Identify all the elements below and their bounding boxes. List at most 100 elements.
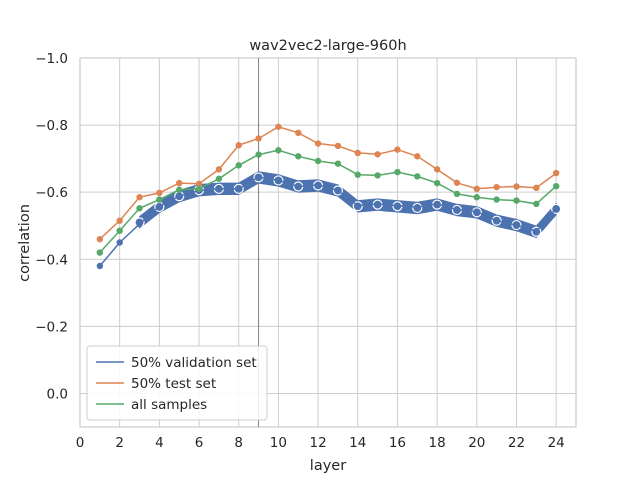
data-point: [533, 184, 540, 192]
data-point: [473, 194, 480, 201]
plot-area-border: [79, 57, 577, 428]
y-tick-label: −0.4: [35, 252, 68, 268]
data-point: [96, 249, 104, 256]
data-point: [354, 171, 361, 178]
x-tick-label: 10: [270, 435, 287, 451]
data-point: [433, 179, 441, 187]
data-point: [275, 177, 282, 184]
data-point: [275, 147, 282, 154]
x-tick-label: 2: [115, 435, 124, 451]
x-tick-label: 6: [195, 435, 204, 451]
data-point: [156, 196, 163, 203]
data-point: [195, 180, 203, 187]
data-point: [414, 153, 421, 160]
plot-frame: [79, 57, 577, 428]
data-point: [414, 173, 421, 180]
x-tick-label: 12: [309, 435, 326, 451]
data-point: [334, 187, 342, 194]
data-point: [156, 203, 163, 210]
data-point: [136, 194, 143, 201]
data-point: [176, 186, 183, 194]
data-point: [275, 123, 282, 130]
data-point: [354, 149, 361, 157]
data-point: [334, 160, 342, 167]
data-point: [255, 173, 262, 181]
x-tick-label: 14: [349, 435, 366, 451]
data-point: [493, 196, 500, 203]
data-point: [116, 217, 123, 224]
y-tick-label: 0.0: [47, 386, 68, 402]
data-point: [374, 151, 381, 158]
data-point: [473, 185, 480, 193]
data-point: [414, 204, 421, 211]
data-point: [136, 205, 143, 212]
data-point: [176, 193, 183, 200]
data-point: [374, 200, 381, 208]
x-tick-label: 8: [234, 435, 243, 451]
y-tick-labels: −1.0 −0.8 −0.6 −0.4 −0.2 0.0: [35, 51, 68, 402]
data-point: [394, 168, 401, 176]
data-point: [493, 217, 500, 224]
series-lines: [96, 123, 560, 270]
data-point: [433, 166, 441, 173]
data-point: [473, 208, 480, 215]
data-point: [295, 183, 302, 190]
data-point: [453, 190, 461, 198]
data-point: [255, 135, 262, 142]
x-tick-label: 0: [76, 435, 85, 451]
y-tick-label: −0.6: [35, 185, 68, 201]
data-point: [314, 181, 322, 189]
series-line-1: [99, 125, 557, 240]
data-point: [176, 179, 183, 187]
x-tick-label: 16: [389, 435, 406, 451]
data-point: [314, 140, 322, 147]
data-point: [453, 179, 461, 186]
x-tick-label: 4: [155, 435, 164, 451]
data-point: [513, 221, 520, 229]
data-point: [513, 183, 520, 190]
data-point: [493, 183, 500, 191]
y-tick-label: −1.0: [35, 51, 68, 67]
y-tick-label: −0.2: [35, 319, 68, 335]
x-tick-labels: 0 2 4 6 8 10 12 14 16 18 20 22 24: [76, 435, 565, 451]
series-line-0: [99, 176, 557, 267]
data-point: [513, 197, 520, 204]
x-tick-label: 18: [429, 435, 446, 451]
data-point: [533, 228, 540, 235]
legend-label: all samples: [131, 397, 207, 413]
data-point: [116, 239, 123, 246]
legend: 50% validation set 50% test set all sample…: [86, 345, 268, 421]
y-axis-label: correlation: [17, 204, 33, 282]
legend-box: [86, 345, 268, 421]
data-point: [215, 175, 223, 182]
data-point: [195, 185, 203, 193]
legend-label: 50% validation set: [131, 355, 257, 371]
data-point: [433, 200, 441, 208]
data-point: [453, 206, 461, 213]
legend-items: 50% validation set 50% test set all sample…: [96, 355, 257, 413]
data-point: [215, 185, 223, 193]
data-point: [156, 189, 163, 197]
data-point: [334, 142, 342, 150]
data-point: [96, 262, 104, 270]
data-point: [354, 202, 361, 209]
data-point: [394, 202, 401, 209]
data-point: [235, 162, 242, 169]
x-tick-label: 20: [468, 435, 485, 451]
x-tick-label: 24: [548, 435, 565, 451]
data-point: [215, 166, 223, 173]
data-point: [235, 142, 242, 149]
x-axis-label: layer: [310, 458, 346, 474]
data-point: [314, 157, 322, 165]
legend-label: 50% test set: [131, 376, 216, 392]
data-point: [552, 182, 560, 190]
data-point: [552, 205, 560, 212]
y-tick-label: −0.8: [35, 118, 68, 134]
data-point: [295, 129, 302, 137]
data-point: [295, 153, 302, 160]
data-point: [394, 146, 401, 153]
data-point: [374, 172, 381, 179]
chart-title: wav2vec2-large-960h: [249, 38, 406, 54]
x-tick-label: 22: [508, 435, 525, 451]
